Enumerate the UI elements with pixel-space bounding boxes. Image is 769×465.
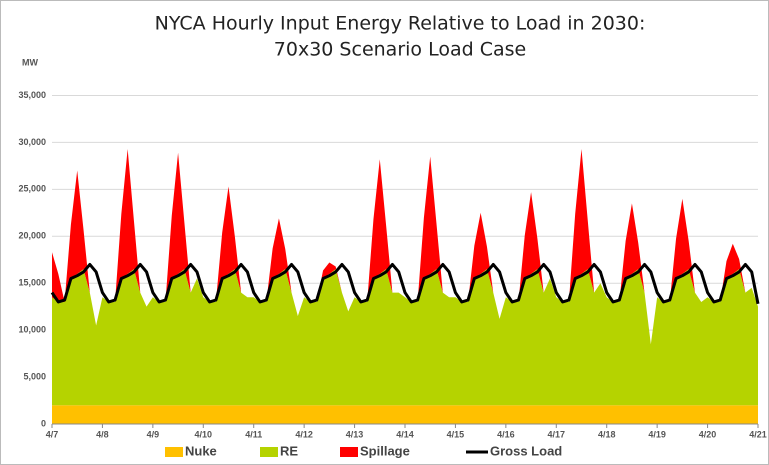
y-tick-label: 30,000 bbox=[18, 137, 46, 147]
x-tick-label: 4/8 bbox=[96, 429, 109, 439]
y-tick-label: 20,000 bbox=[18, 231, 46, 241]
area-1 bbox=[52, 269, 758, 406]
legend-label: Spillage bbox=[360, 443, 410, 458]
y-tick-label: 35,000 bbox=[18, 90, 46, 100]
x-tick-label: 4/19 bbox=[648, 429, 666, 439]
x-tick-label: 4/20 bbox=[699, 429, 717, 439]
legend-label: Nuke bbox=[185, 443, 217, 458]
y-tick-label: 0 bbox=[41, 418, 46, 428]
legend-swatch bbox=[260, 447, 278, 457]
chart-title: NYCA Hourly Input Energy Relative to Loa… bbox=[155, 13, 646, 35]
line-3 bbox=[50, 262, 760, 305]
y-axis-label: MW bbox=[22, 57, 38, 67]
y-tick-label: 10,000 bbox=[18, 325, 46, 335]
legend-label: RE bbox=[280, 443, 298, 458]
x-tick-label: 4/11 bbox=[245, 429, 262, 439]
legend-label: Gross Load bbox=[490, 443, 562, 458]
chart-subtitle: 70x30 Scenario Load Case bbox=[274, 39, 526, 61]
legend-swatch bbox=[165, 447, 183, 457]
x-tick-label: 4/16 bbox=[497, 429, 515, 439]
area-0 bbox=[52, 405, 758, 424]
x-tick-label: 4/15 bbox=[447, 429, 465, 439]
x-tick-label: 4/9 bbox=[147, 429, 160, 439]
x-tick-label: 4/14 bbox=[396, 429, 414, 439]
x-tick-label: 4/21 bbox=[749, 429, 767, 439]
x-tick-label: 4/17 bbox=[548, 429, 566, 439]
x-tick-label: 4/12 bbox=[295, 429, 313, 439]
y-tick-label: 15,000 bbox=[18, 278, 46, 288]
area-2 bbox=[52, 148, 758, 345]
x-tick-label: 4/10 bbox=[195, 429, 213, 439]
x-tick-label: 4/13 bbox=[346, 429, 364, 439]
y-tick-label: 5,000 bbox=[23, 371, 46, 381]
x-tick-label: 4/7 bbox=[46, 429, 59, 439]
legend-swatch bbox=[340, 447, 358, 457]
x-tick-label: 4/18 bbox=[598, 429, 616, 439]
y-tick-label: 25,000 bbox=[18, 184, 46, 194]
